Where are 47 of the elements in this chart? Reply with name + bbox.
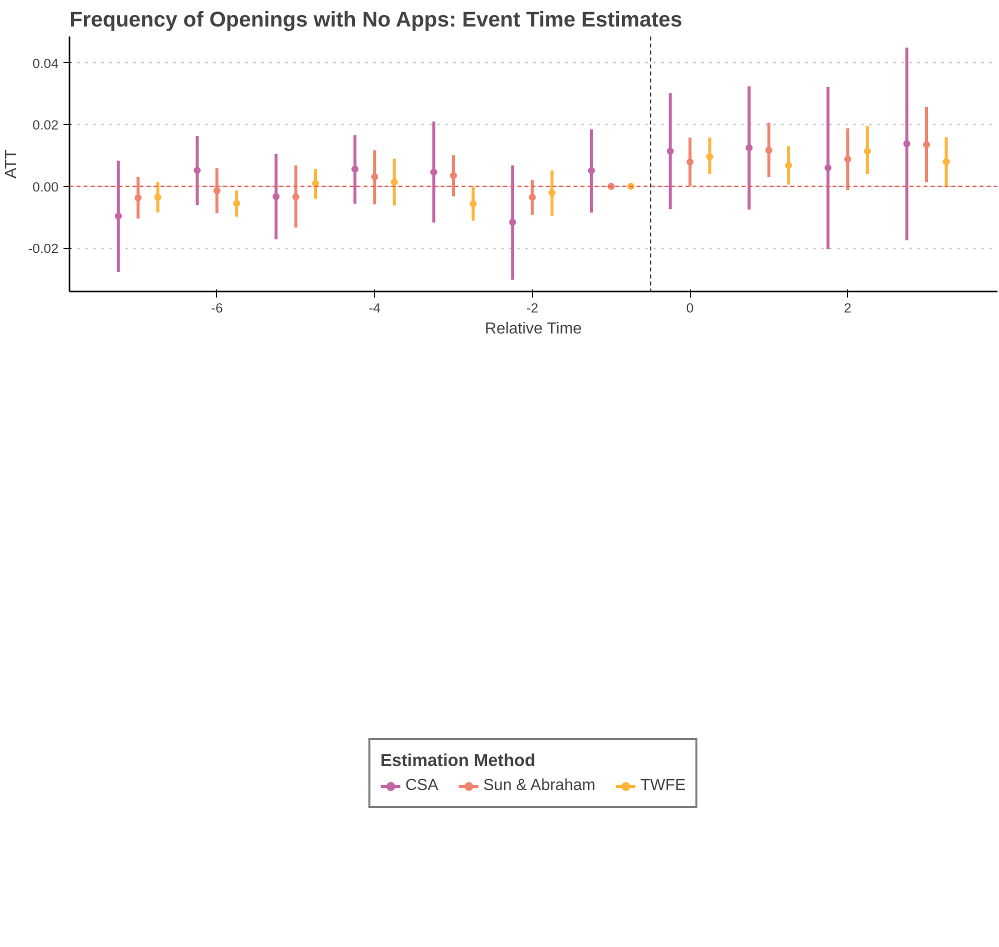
- point: [292, 193, 300, 200]
- point: [528, 194, 536, 201]
- point: [864, 148, 871, 155]
- x-tick-label: -6: [211, 300, 223, 316]
- x-tick-label: 2: [844, 300, 852, 316]
- point: [450, 172, 457, 180]
- point: [351, 166, 358, 173]
- point: [213, 187, 220, 194]
- point: [470, 200, 477, 208]
- point: [903, 140, 910, 148]
- point: [706, 153, 714, 160]
- y-tick-label: 0.04: [32, 56, 60, 71]
- point: [686, 158, 694, 166]
- point: [154, 194, 162, 201]
- point: [824, 164, 832, 172]
- y-tick-label: 0.00: [32, 179, 59, 194]
- point: [666, 148, 674, 155]
- point: [312, 180, 319, 187]
- point: [785, 162, 792, 169]
- y-tick-label: 0.02: [32, 118, 59, 133]
- x-tick-label: -4: [368, 300, 382, 316]
- point: [371, 173, 378, 180]
- point: [272, 193, 280, 200]
- x-tick-label: -2: [526, 300, 538, 316]
- legend-title: Estimation Method: [380, 750, 536, 770]
- legend-label: Sun & Abraham: [483, 776, 596, 794]
- point: [114, 212, 122, 220]
- point: [746, 144, 753, 152]
- point: [430, 168, 438, 176]
- point: [390, 178, 398, 186]
- point: [588, 167, 595, 174]
- point: [765, 146, 772, 154]
- point: [923, 141, 930, 148]
- point: [548, 189, 556, 196]
- point: [942, 158, 950, 166]
- x-axis-title: Relative Time: [484, 320, 582, 338]
- y-tick-label: -0.02: [28, 241, 59, 256]
- point: [509, 218, 516, 226]
- point: [134, 194, 142, 202]
- y-axis-title: ATT: [3, 149, 20, 179]
- point: [844, 156, 852, 163]
- legend-label: TWFE: [640, 776, 686, 794]
- chart-title: Frequency of Openings with No Apps: Event Time Estimates: [70, 8, 682, 32]
- legend-label: CSA: [405, 776, 438, 794]
- point: [194, 166, 201, 174]
- x-tick-label: 0: [686, 300, 694, 316]
- point: [233, 200, 240, 207]
